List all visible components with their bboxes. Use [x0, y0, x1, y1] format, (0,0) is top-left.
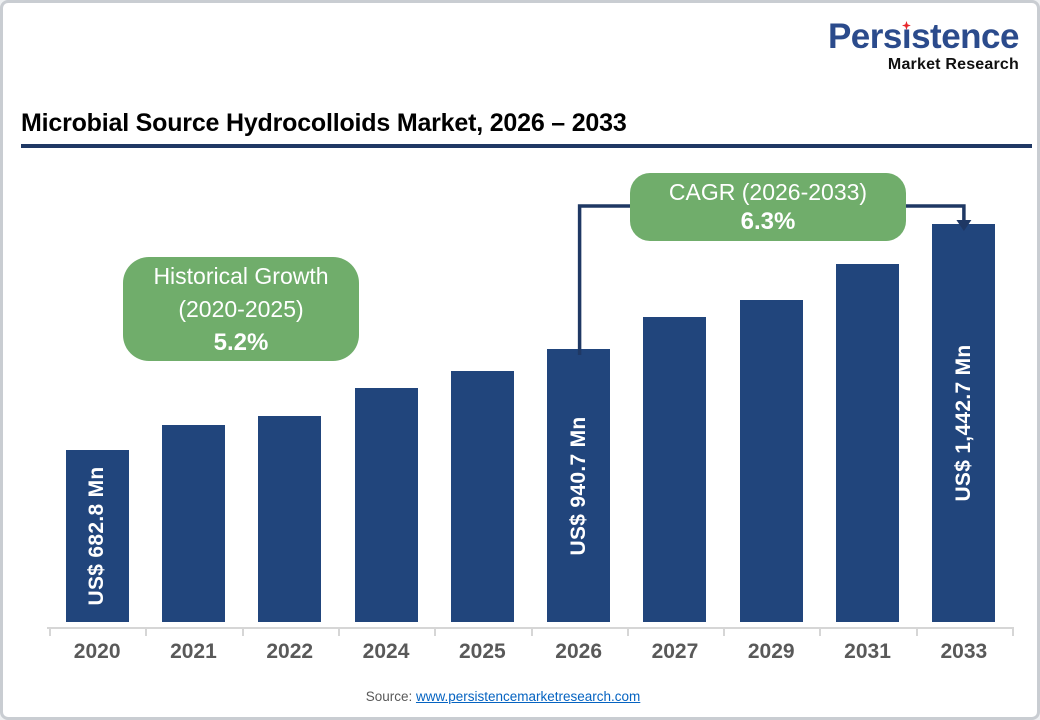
bar-2021: [161, 425, 225, 622]
axis-tick: [530, 629, 533, 636]
historical-growth-label: Historical Growth: [153, 262, 329, 289]
bar-2031: [836, 264, 900, 622]
x-axis: [47, 627, 1014, 629]
x-tick-label-2024: 2024: [362, 640, 410, 663]
bar-2025: [450, 371, 514, 622]
x-tick-label-2031: 2031: [844, 640, 891, 663]
axis-tick: [915, 629, 918, 636]
callout-cagr: CAGR (2026-2033) 6.3%: [630, 173, 906, 241]
bar-2029: [739, 300, 803, 622]
axis-tick: [819, 629, 822, 636]
cagr-value: 6.3%: [740, 208, 796, 235]
cagr-label: CAGR (2026-2033): [668, 179, 868, 205]
title-underline: [21, 144, 1032, 148]
x-tick-label-2022: 2022: [266, 640, 314, 663]
x-tick-label-2027: 2027: [651, 640, 699, 663]
source-prefix: Source:: [365, 689, 416, 704]
logo-letter-i: ı: [901, 17, 912, 56]
logo-brand-pre: Pers: [827, 17, 902, 56]
logo-brand-rest: stence: [911, 17, 1019, 56]
logo-subtitle: Market Research: [887, 56, 1019, 73]
x-tick-label-2021: 2021: [170, 640, 217, 663]
bar-2027: [643, 317, 707, 622]
logo-red-star-icon: [901, 21, 911, 30]
logo-dotless-i: ı: [901, 17, 912, 56]
bar-value-label-2026: US$ 940.7 Mn: [566, 416, 590, 555]
bar-2020: US$ 682.8 Mn: [65, 450, 129, 622]
axis-tick: [434, 629, 437, 636]
source-link[interactable]: www.persistencemarketresearch.com: [415, 689, 641, 704]
bar-value-label-2033: US$ 1,442.7 Mn: [951, 344, 975, 502]
bar-2033: US$ 1,442.7 Mn: [932, 224, 996, 622]
axis-tick: [49, 629, 51, 636]
source-line: Source: www.persistencemarketresearch.co…: [3, 689, 1003, 704]
callout-historical-growth: Historical Growth (2020-2025) 5.2%: [123, 257, 359, 361]
x-tick-label-2020: 2020: [73, 640, 121, 663]
axis-tick: [723, 629, 726, 636]
bar-2022: [258, 416, 322, 622]
historical-growth-value: 5.2%: [213, 328, 269, 356]
bar-chart: US$ 682.8 Mn 2020 2021 2022 2024 2025 US$ 940.…: [3, 3, 1037, 717]
axis-tick: [145, 629, 148, 636]
axis-tick: [241, 629, 244, 636]
x-tick-label-2026: 2026: [555, 640, 602, 663]
axis-tick: [626, 629, 629, 636]
historical-growth-period: (2020-2025): [178, 295, 304, 322]
page-title: Microbial Source Hydrocolloids Market, 2…: [21, 109, 627, 137]
pmr-logo: Persı stence Market Research: [827, 17, 1020, 73]
x-tick-label-2029: 2029: [747, 640, 795, 663]
axis-tick: [337, 629, 340, 636]
bar-2026: US$ 940.7 Mn: [547, 349, 611, 622]
axis-tick: [1012, 629, 1014, 636]
x-tick-label-2025: 2025: [458, 640, 506, 663]
bar-value-label-2020: US$ 682.8 Mn: [85, 466, 109, 606]
bar-2024: [354, 388, 418, 622]
x-tick-label-2033: 2033: [940, 640, 988, 663]
logo-brand-text: Persı stence: [827, 17, 1020, 56]
